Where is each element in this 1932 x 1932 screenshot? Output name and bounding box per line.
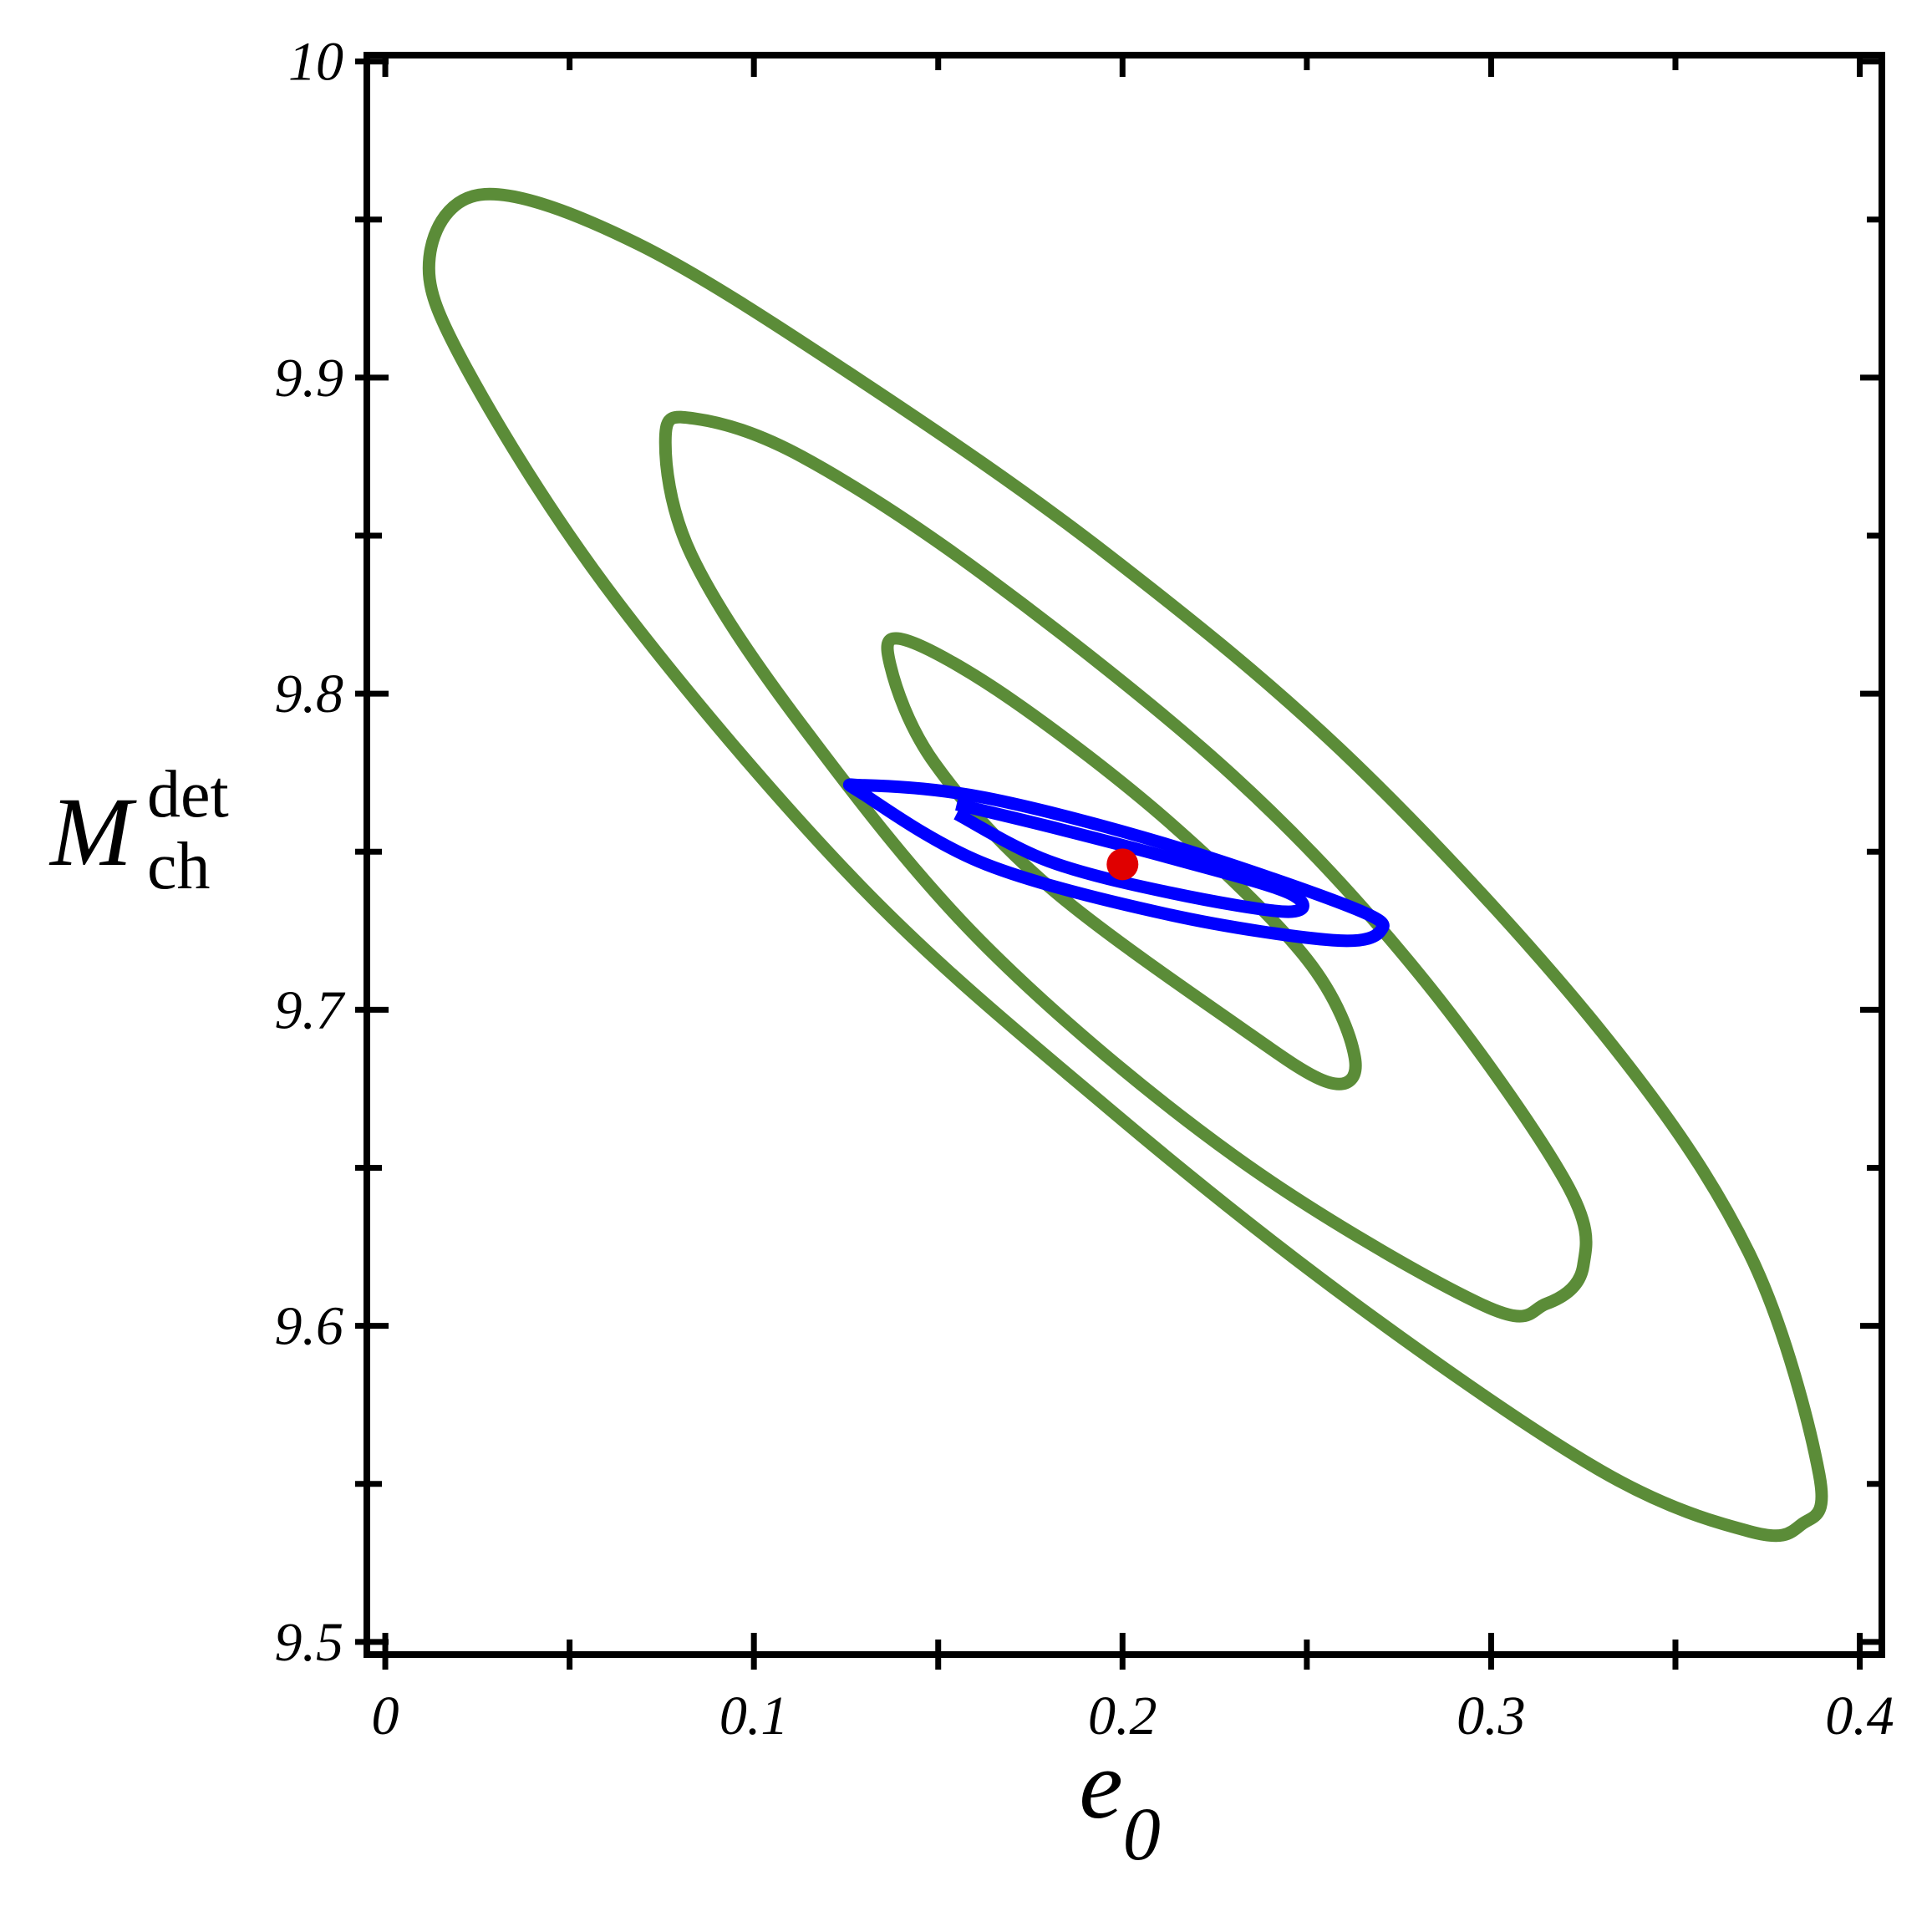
contour-line [953,798,1309,918]
contour-line [842,778,1390,948]
x-axis-label: e0 [1079,1730,1160,1876]
x-tick-label: 0.4 [1825,1685,1894,1746]
best-fit-point [1106,848,1139,881]
x-label-sub: 0 [1123,1793,1161,1876]
contour-line [422,187,1828,1543]
y-label-base: M [48,777,137,887]
y-tick-label: 9.5 [275,1612,344,1673]
x-tick-label: 0.2 [1088,1685,1157,1746]
x-label-base: e [1079,1730,1122,1839]
y-label-sub: ch [147,830,211,903]
contour-line [881,632,1362,1091]
x-tick-label: 0.1 [719,1685,789,1746]
y-tick-label: 9.9 [275,348,344,409]
plot-frame [364,52,1885,1658]
y-tick-label: 10 [288,32,343,93]
x-tick-label: 0 [372,1685,399,1746]
x-tick-label: 0.3 [1457,1685,1526,1746]
y-tick-label: 9.7 [275,979,347,1040]
contour-line [658,410,1593,1323]
y-tick-label: 9.8 [275,663,344,724]
y-label-sup: det [147,758,229,831]
y-tick-label: 9.6 [275,1296,344,1357]
